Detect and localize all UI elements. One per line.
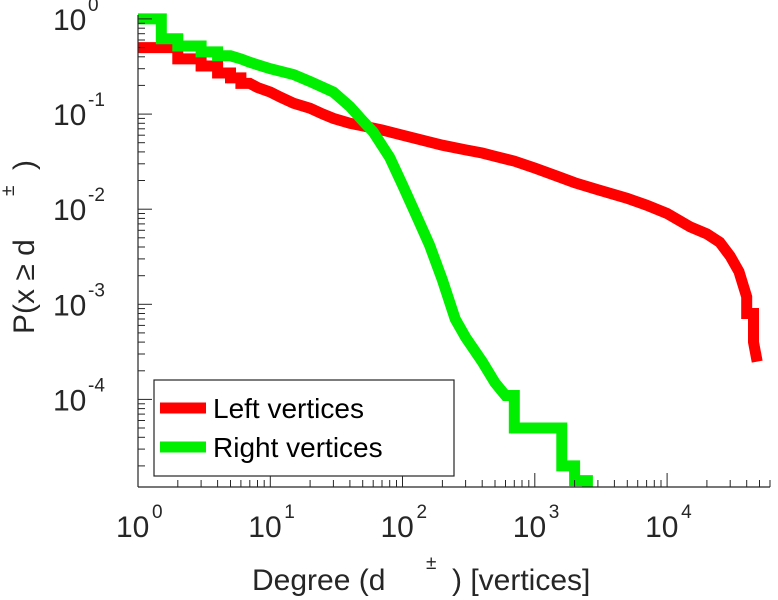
series-layer — [138, 13, 763, 487]
legend: Left vertices Right vertices — [153, 379, 455, 477]
y-axis-label-tail: ) — [8, 160, 41, 170]
series-line-right-vertices — [138, 13, 593, 487]
y-tick-label--1: 10 — [53, 99, 86, 132]
y-tick-label--2: 10 — [53, 194, 86, 227]
x-tick-exponent-1: 1 — [284, 502, 295, 523]
x-tick-exponent-3: 3 — [549, 502, 560, 523]
x-axis-label-main: Degree (d — [252, 564, 385, 597]
axis-layer: 10 0 10 1 10 2 10 3 10 410 010 -110 -210 -310 -4 — [53, 0, 771, 544]
y-tick-label--4: 10 — [53, 384, 86, 417]
x-tick-exponent-2: 2 — [417, 502, 428, 523]
legend-label-right-vertices: Right vertices — [213, 432, 383, 463]
x-axis-label-superscript: ± — [426, 553, 436, 574]
x-tick-label-0: 10 — [116, 511, 149, 544]
y-tick-exponent--1: -1 — [88, 90, 105, 111]
y-tick-label-0: 10 — [53, 4, 86, 37]
y-tick-label--3: 10 — [53, 289, 86, 322]
y-axis-label: P(x ≥ d ± ) — [0, 160, 41, 334]
legend-box — [153, 379, 455, 477]
x-tick-label-2: 10 — [381, 511, 414, 544]
y-tick-exponent--2: -2 — [88, 185, 105, 206]
y-tick-exponent--3: -3 — [88, 280, 105, 301]
x-tick-exponent-4: 4 — [681, 502, 692, 523]
y-axis-label-superscript: ± — [0, 186, 19, 196]
y-tick-exponent-0: 0 — [88, 0, 99, 16]
x-tick-exponent-0: 0 — [152, 502, 163, 523]
x-axis-label-tail: ) [vertices] — [452, 564, 590, 597]
y-axis-label-main: P(x ≥ d — [8, 239, 41, 334]
series-line-left-vertices — [138, 42, 763, 363]
x-tick-label-1: 10 — [248, 511, 281, 544]
legend-label-left-vertices: Left vertices — [213, 393, 364, 424]
x-tick-label-4: 10 — [645, 511, 678, 544]
y-tick-exponent--4: -4 — [88, 375, 105, 396]
x-tick-label-3: 10 — [513, 511, 546, 544]
x-axis-label: Degree (d ± ) [vertices] — [252, 553, 590, 597]
